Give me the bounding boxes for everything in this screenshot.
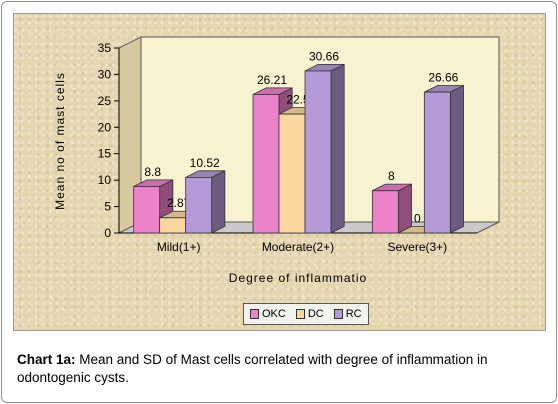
legend-item-rc: RC bbox=[333, 308, 362, 320]
chart-legend: OKC DC RC bbox=[243, 303, 369, 325]
bar-rc bbox=[304, 70, 332, 234]
legend-swatch bbox=[250, 309, 259, 319]
data-label: 8 bbox=[388, 169, 395, 183]
legend-swatch bbox=[333, 309, 343, 319]
y-tick-label: 0 bbox=[104, 226, 111, 240]
x-category-label: Moderate(2+) bbox=[262, 240, 334, 254]
bar-dc bbox=[278, 113, 306, 234]
y-tick-label: 25 bbox=[98, 94, 112, 108]
data-label: 22.5 bbox=[286, 92, 310, 106]
legend-item-okc: OKC bbox=[250, 308, 286, 320]
x-category-label: Severe(3+) bbox=[387, 240, 447, 254]
y-tick-label: 20 bbox=[98, 120, 112, 134]
data-label: 0 bbox=[414, 211, 421, 225]
legend-label: RC bbox=[345, 308, 362, 320]
y-tick-label: 15 bbox=[98, 147, 112, 161]
data-label: 30.66 bbox=[309, 49, 339, 63]
data-label: 8.8 bbox=[144, 165, 161, 179]
legend-item-dc: DC bbox=[295, 308, 324, 320]
bar-side-rc bbox=[449, 84, 464, 234]
y-tick-label: 35 bbox=[98, 41, 112, 55]
x-axis-title: Degree of inflammatio bbox=[229, 271, 367, 285]
y-tick-label: 5 bbox=[104, 200, 111, 214]
legend-swatch bbox=[295, 309, 305, 319]
data-label: 10.52 bbox=[190, 156, 220, 170]
bar-dc bbox=[159, 217, 187, 234]
legend-label: DC bbox=[307, 308, 324, 320]
bar-okc bbox=[371, 190, 399, 234]
bar-side-rc bbox=[211, 170, 226, 234]
bar-chart: 0 5 10 15 20 25 30 35 8.8 2.87 10.52 Mild(1+) 26.21 2… bbox=[53, 36, 500, 285]
bar-rc bbox=[185, 176, 213, 234]
bar-side-rc bbox=[330, 63, 345, 234]
data-label: 26.21 bbox=[257, 73, 287, 87]
y-tick-label: 10 bbox=[98, 173, 112, 187]
bar-rc bbox=[423, 91, 451, 234]
bar-side-okc bbox=[397, 183, 412, 234]
chart-panel: 0 5 10 15 20 25 30 35 8.8 2.87 10.52 Mild(1+) 26.21 2… bbox=[13, 13, 546, 331]
caption-label: Chart 1a: bbox=[17, 352, 76, 367]
x-category-label: Mild(1+) bbox=[157, 240, 201, 254]
caption-text: Mean and SD of Mast cells correlated wit… bbox=[17, 352, 488, 385]
bar-okc bbox=[252, 94, 280, 234]
data-label: 2.87 bbox=[167, 196, 191, 210]
y-tick-label: 30 bbox=[98, 67, 112, 81]
bar-okc bbox=[133, 186, 161, 234]
figure-caption: Chart 1a: Mean and SD of Mast cells corr… bbox=[17, 351, 547, 387]
y-axis-title: Mean no of mast cells bbox=[53, 72, 67, 210]
data-label: 26.66 bbox=[428, 70, 458, 84]
legend-label: OKC bbox=[262, 308, 286, 320]
